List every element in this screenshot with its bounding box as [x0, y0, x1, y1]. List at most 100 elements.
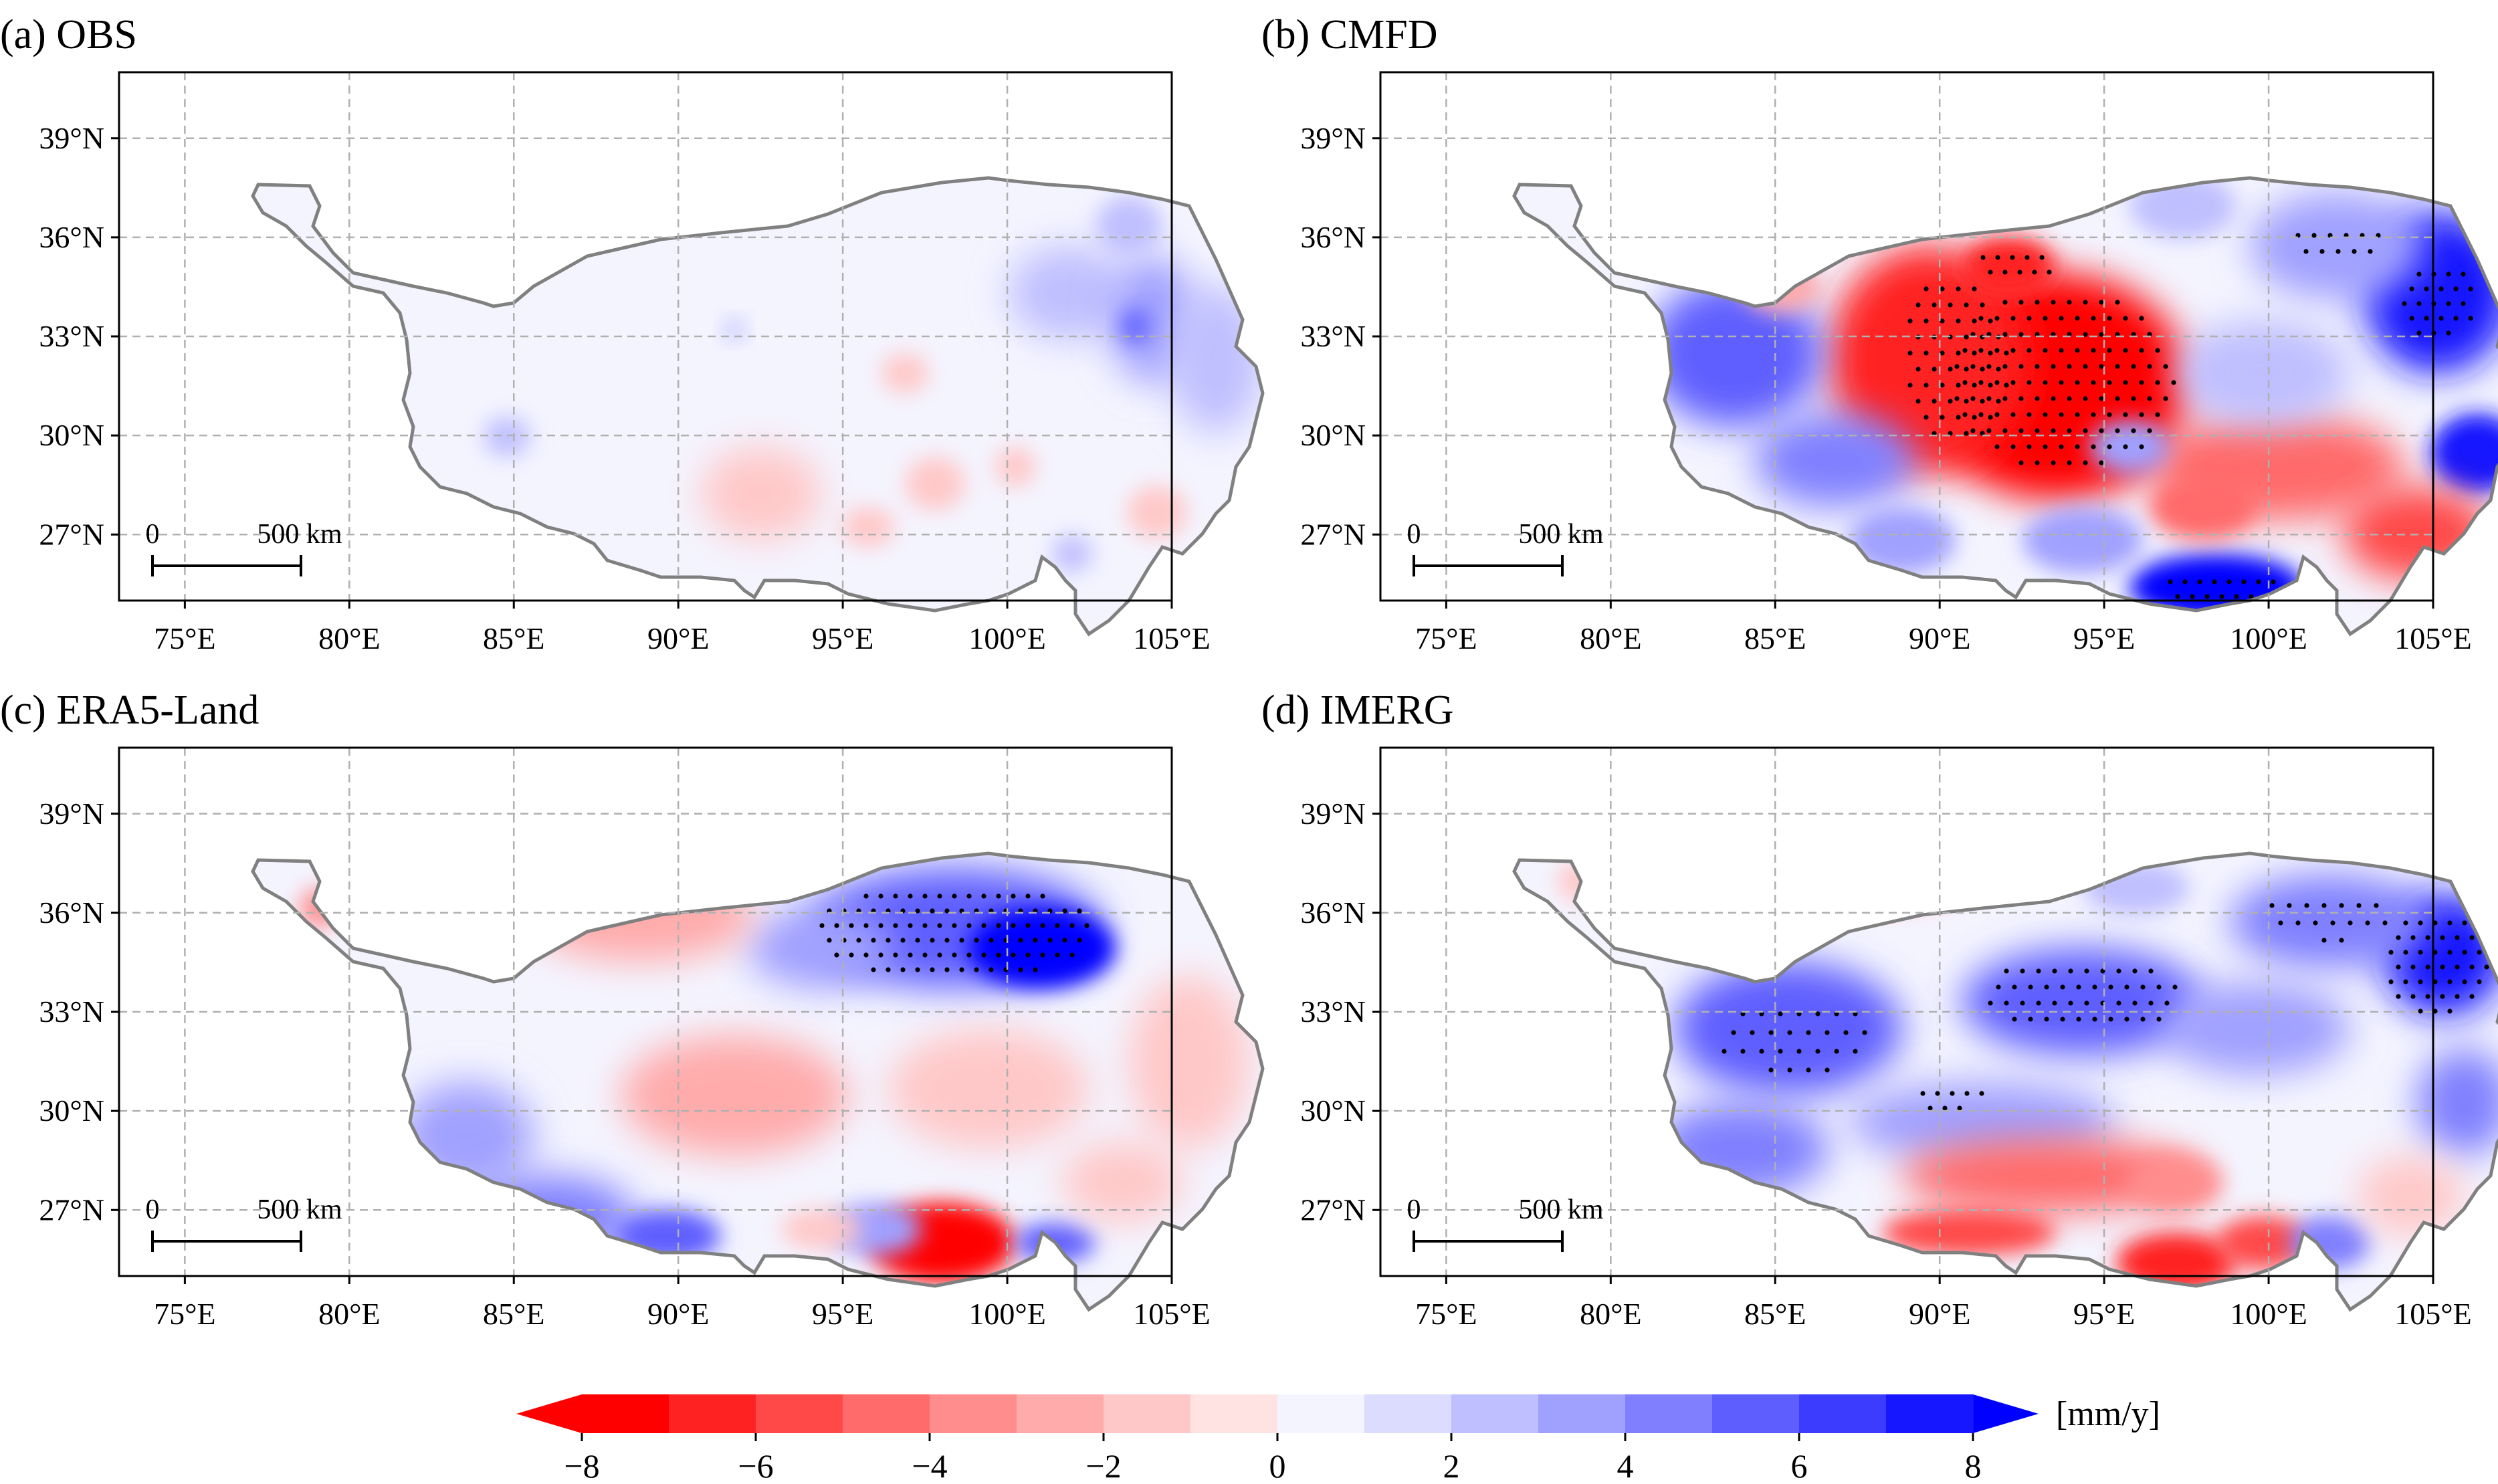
y-tick-label: 27°N — [1300, 1192, 1366, 1227]
stipple-dot — [2026, 412, 2032, 417]
x-tick-label: 85°E — [483, 1297, 545, 1331]
stipple-dot — [2382, 920, 2388, 926]
stipple-dot — [2241, 579, 2247, 585]
stipple-dot — [573, 1222, 579, 1227]
stipple-dot — [1940, 415, 1945, 420]
stipple-dot — [2139, 380, 2144, 385]
stipple-dot — [952, 923, 957, 928]
stipple-dot — [2438, 316, 2444, 321]
stipple-dot — [2032, 270, 2037, 275]
stipple-dot — [2295, 920, 2301, 926]
y-tick-label: 39°N — [1300, 797, 1366, 831]
stipple-dot — [908, 952, 913, 958]
stipple-dot — [2004, 383, 2009, 388]
stipple-dot — [2124, 984, 2129, 990]
stipple-dot — [1962, 348, 1968, 353]
wet-anomaly — [460, 1176, 634, 1256]
x-tick-label: 100°E — [2230, 621, 2307, 655]
scale-bar-end-label: 500 km — [1518, 1194, 1604, 1225]
stipple-dot — [1062, 908, 1067, 914]
stipple-dot — [2168, 579, 2173, 585]
stipple-dot — [2425, 994, 2430, 999]
stipple-dot — [2083, 300, 2088, 305]
stipple-dot — [981, 923, 986, 928]
stipple-dot — [1025, 952, 1031, 958]
stipple-dot — [2330, 920, 2335, 926]
stipple-dot — [1956, 383, 1961, 388]
dry-anomaly — [1127, 486, 1187, 539]
stipple-dot — [856, 938, 861, 943]
stipple-dot — [981, 952, 986, 958]
dry-anomaly — [2129, 1152, 2223, 1212]
stipple-dot — [2440, 964, 2445, 970]
stipple-dot — [2123, 412, 2128, 417]
stipple-dot — [1920, 1091, 1925, 1096]
colorbar-tick-label: −8 — [564, 1447, 599, 1484]
y-tick-label: 39°N — [1300, 121, 1366, 155]
stipple-dot — [878, 952, 883, 958]
y-tick-label: 33°N — [39, 994, 104, 1029]
dry-anomaly — [1829, 246, 2029, 473]
stipple-dot — [2059, 348, 2064, 353]
colorbar-tick-label: 2 — [1443, 1447, 1460, 1484]
stipple-dot — [2440, 994, 2445, 999]
wet-anomaly — [1009, 246, 1129, 340]
stipple-dot — [2335, 249, 2341, 254]
stipple-dot — [2035, 300, 2040, 305]
wet-anomaly — [2417, 1049, 2498, 1156]
stipple-dot — [1722, 1049, 1727, 1054]
stipple-dot — [2116, 968, 2121, 974]
y-tick-label: 30°N — [39, 418, 104, 452]
stipple-dot — [1025, 923, 1031, 928]
y-tick-label: 27°N — [39, 1192, 104, 1227]
stipple-dot — [2418, 979, 2423, 984]
stipple-dot — [2099, 300, 2104, 305]
stipple-dot — [2455, 964, 2460, 970]
stipple-dot — [988, 938, 994, 943]
stipple-dot — [2026, 444, 2032, 449]
stipple-dot — [1843, 1030, 1849, 1035]
stipple-dot — [952, 952, 957, 958]
stipple-dot — [1964, 334, 1969, 340]
stipple-dot — [2190, 594, 2195, 599]
stipple-dot — [1980, 255, 1986, 260]
x-tick-label: 90°E — [647, 621, 710, 655]
stipple-dot — [2091, 380, 2096, 385]
wet-anomaly — [2163, 982, 2350, 1075]
stipple-dot — [2256, 579, 2261, 585]
wet-anomaly — [2430, 413, 2498, 494]
stipple-dot — [1932, 302, 1937, 308]
stipple-dot — [2075, 444, 2080, 449]
stipple-dot — [1954, 364, 1960, 369]
stipple-dot — [2075, 380, 2080, 385]
stipple-dot — [2099, 364, 2104, 369]
stipple-dot — [2339, 938, 2344, 943]
stipple-dot — [886, 938, 891, 943]
stipple-dot — [1970, 396, 1976, 401]
stipple-dot — [1964, 399, 1969, 404]
stipple-dot — [2036, 1000, 2041, 1006]
stipple-dot — [2044, 1017, 2049, 1022]
stipple-dot — [2388, 950, 2394, 955]
dry-anomaly — [2357, 1156, 2464, 1236]
stipple-dot — [2076, 984, 2081, 990]
stipple-dot — [2099, 428, 2104, 433]
stipple-dot — [937, 923, 942, 928]
stipple-dot — [2468, 286, 2473, 292]
stipple-dot — [1995, 255, 2000, 260]
wet-anomaly — [828, 1202, 922, 1256]
colorbar-segment — [1017, 1394, 1104, 1433]
stipple-dot — [2002, 300, 2008, 305]
stipple-dot — [863, 893, 869, 899]
stipple-dot — [937, 893, 942, 899]
stipple-dot — [2018, 300, 2024, 305]
stipple-dot — [2047, 270, 2052, 275]
stipple-dot — [2060, 1017, 2065, 1022]
dry-anomaly — [1062, 1142, 1182, 1223]
stipple-dot — [2446, 330, 2451, 336]
wet-anomaly — [1096, 196, 1162, 256]
colorbar-segment — [1190, 1394, 1278, 1433]
stipple-dot — [2319, 249, 2325, 254]
stipple-dot — [2043, 412, 2048, 417]
stipple-dot — [2039, 255, 2045, 260]
